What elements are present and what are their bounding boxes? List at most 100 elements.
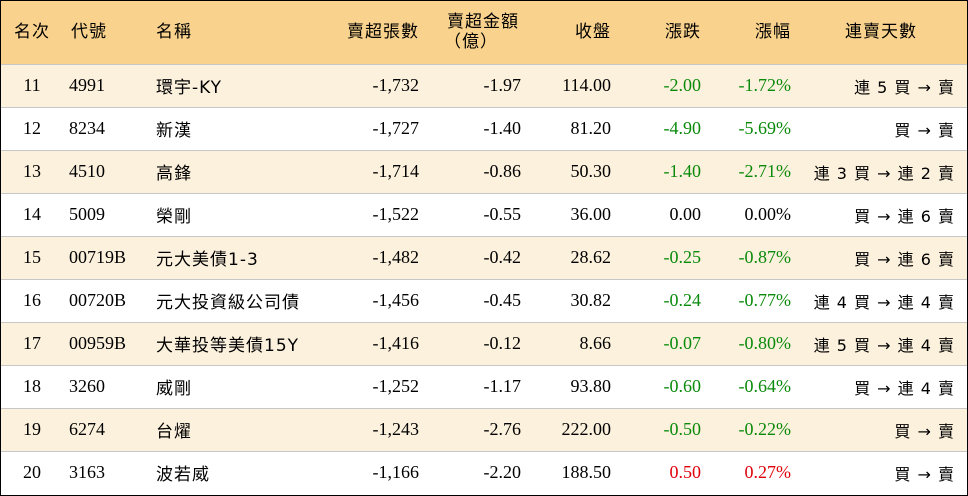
table-row[interactable]: 17 00959B 大華投等美債15Y -1,416 -0.12 8.66 -0… bbox=[1, 322, 967, 365]
cell-code[interactable]: 4991 bbox=[69, 75, 105, 95]
cell-net-sell-amount: -1.40 bbox=[483, 118, 522, 138]
cell-consecutive-days: 連 4 買 → 連 4 賣 bbox=[813, 292, 955, 312]
cell-code[interactable]: 8234 bbox=[69, 118, 105, 138]
cell-name[interactable]: 新漢 bbox=[156, 121, 192, 141]
cell-close: 222.00 bbox=[561, 419, 612, 439]
cell-close: 28.62 bbox=[570, 247, 612, 267]
cell-net-sell-volume: -1,482 bbox=[372, 247, 420, 267]
header-consecutive-days[interactable]: 連賣天數 bbox=[845, 22, 917, 43]
cell-consecutive-days: 連 3 買 → 連 2 賣 bbox=[813, 163, 955, 183]
cell-net-sell-volume: -1,727 bbox=[372, 118, 420, 138]
cell-net-sell-amount: -1.17 bbox=[483, 376, 522, 396]
cell-name[interactable]: 元大美債1-3 bbox=[156, 250, 259, 270]
cell-close: 8.66 bbox=[579, 333, 612, 353]
cell-code[interactable]: 00959B bbox=[69, 333, 127, 353]
cell-net-sell-volume: -1,166 bbox=[372, 462, 420, 483]
cell-rank: 11 bbox=[23, 75, 41, 95]
cell-close: 36.00 bbox=[570, 204, 612, 224]
cell-name[interactable]: 波若威 bbox=[156, 465, 210, 486]
cell-net-sell-amount: -0.12 bbox=[483, 333, 522, 353]
cell-change-pct: -5.69% bbox=[738, 118, 792, 138]
table-header-row: 名次 代號 名稱 賣超張數 賣超金額 （億） 收盤 漲跌 漲幅 連賣天數 bbox=[1, 1, 967, 64]
cell-close: 50.30 bbox=[570, 161, 612, 181]
cell-consecutive-days: 買 → 連 6 賣 bbox=[854, 249, 955, 269]
cell-consecutive-days: 買 → 賣 bbox=[894, 421, 955, 441]
cell-net-sell-amount: -0.55 bbox=[483, 204, 522, 224]
cell-change-pct: -0.87% bbox=[738, 247, 792, 267]
cell-name[interactable]: 威剛 bbox=[156, 379, 192, 399]
cell-net-sell-volume: -1,416 bbox=[372, 333, 420, 353]
cell-code[interactable]: 3163 bbox=[69, 462, 105, 483]
cell-net-sell-amount: -2.20 bbox=[483, 462, 522, 483]
header-rank[interactable]: 名次 bbox=[14, 22, 50, 43]
cell-rank: 17 bbox=[23, 333, 41, 353]
table-row[interactable]: 15 00719B 元大美債1-3 -1,482 -0.42 28.62 -0.… bbox=[1, 236, 967, 279]
cell-code[interactable]: 4510 bbox=[69, 161, 105, 181]
cell-code[interactable]: 00720B bbox=[69, 290, 127, 310]
cell-change-pct: -0.22% bbox=[738, 419, 792, 439]
table-row[interactable]: 20 3163 波若威 -1,166 -2.20 188.50 0.50 0.2… bbox=[1, 451, 967, 494]
cell-change-pct: -0.77% bbox=[738, 290, 792, 310]
cell-change-pct: -1.72% bbox=[738, 75, 792, 95]
cell-change: -1.40 bbox=[663, 161, 702, 181]
cell-net-sell-amount: -0.42 bbox=[483, 247, 522, 267]
cell-net-sell-volume: -1,243 bbox=[372, 419, 420, 439]
cell-net-sell-amount: -0.45 bbox=[483, 290, 522, 310]
cell-rank: 16 bbox=[23, 290, 41, 310]
cell-code[interactable]: 5009 bbox=[69, 204, 105, 224]
header-code[interactable]: 代號 bbox=[71, 22, 107, 43]
cell-change: -4.90 bbox=[663, 118, 702, 138]
cell-net-sell-volume: -1,732 bbox=[372, 75, 420, 95]
header-net-sell-amount-unit: （億） bbox=[444, 32, 498, 53]
cell-name[interactable]: 台燿 bbox=[156, 422, 192, 442]
header-close[interactable]: 收盤 bbox=[575, 22, 611, 43]
cell-net-sell-amount: -0.86 bbox=[483, 161, 522, 181]
cell-rank: 20 bbox=[23, 462, 41, 483]
header-net-sell-volume[interactable]: 賣超張數 bbox=[347, 22, 419, 43]
cell-rank: 15 bbox=[23, 247, 41, 267]
cell-close: 114.00 bbox=[562, 75, 611, 95]
cell-name[interactable]: 大華投等美債15Y bbox=[156, 336, 300, 356]
header-net-sell-amount-line1: 賣超金額 bbox=[447, 12, 519, 33]
header-change[interactable]: 漲跌 bbox=[665, 22, 701, 43]
cell-close: 188.50 bbox=[561, 462, 612, 483]
cell-net-sell-volume: -1,456 bbox=[372, 290, 420, 310]
cell-change-pct: -2.71% bbox=[738, 161, 792, 181]
cell-name[interactable]: 元大投資級公司債 bbox=[156, 293, 300, 313]
cell-change: -0.07 bbox=[663, 333, 702, 353]
table-row[interactable]: 13 4510 高鋒 -1,714 -0.86 50.30 -1.40 -2.7… bbox=[1, 150, 967, 193]
cell-net-sell-volume: -1,714 bbox=[372, 161, 420, 181]
cell-change: 0.00 bbox=[669, 204, 702, 224]
table-row[interactable]: 16 00720B 元大投資級公司債 -1,456 -0.45 30.82 -0… bbox=[1, 279, 967, 322]
cell-code[interactable]: 00719B bbox=[69, 247, 127, 267]
cell-net-sell-volume: -1,522 bbox=[372, 204, 420, 224]
cell-net-sell-amount: -1.97 bbox=[483, 75, 522, 95]
cell-code[interactable]: 3260 bbox=[69, 376, 105, 396]
cell-change-pct: 0.27% bbox=[744, 462, 792, 483]
cell-rank: 13 bbox=[23, 161, 41, 181]
cell-rank: 14 bbox=[23, 204, 41, 224]
table-row[interactable]: 11 4991 環宇-KY -1,732 -1.97 114.00 -2.00 … bbox=[1, 64, 967, 107]
cell-change: 0.50 bbox=[669, 462, 702, 483]
cell-change: -0.50 bbox=[663, 419, 702, 439]
table-row[interactable]: 12 8234 新漢 -1,727 -1.40 81.20 -4.90 -5.6… bbox=[1, 107, 967, 150]
cell-name[interactable]: 環宇-KY bbox=[156, 78, 223, 98]
table-row[interactable]: 18 3260 威剛 -1,252 -1.17 93.80 -0.60 -0.6… bbox=[1, 365, 967, 408]
cell-consecutive-days: 買 → 連 4 賣 bbox=[854, 378, 955, 398]
cell-name[interactable]: 榮剛 bbox=[156, 207, 192, 227]
cell-change: -0.24 bbox=[663, 290, 702, 310]
table-row[interactable]: 19 6274 台燿 -1,243 -2.76 222.00 -0.50 -0.… bbox=[1, 408, 967, 451]
cell-name[interactable]: 高鋒 bbox=[156, 164, 192, 184]
cell-close: 30.82 bbox=[570, 290, 612, 310]
table-row[interactable]: 14 5009 榮剛 -1,522 -0.55 36.00 0.00 0.00%… bbox=[1, 193, 967, 236]
cell-net-sell-volume: -1,252 bbox=[372, 376, 420, 396]
cell-consecutive-days: 買 → 賣 bbox=[894, 120, 955, 140]
cell-consecutive-days: 連 5 買 → 連 4 賣 bbox=[813, 335, 955, 355]
header-name[interactable]: 名稱 bbox=[156, 22, 192, 43]
header-change-pct[interactable]: 漲幅 bbox=[755, 22, 791, 43]
header-net-sell-amount[interactable]: 賣超金額 （億） bbox=[423, 1, 525, 64]
cell-code[interactable]: 6274 bbox=[69, 419, 105, 439]
cell-change: -0.25 bbox=[663, 247, 702, 267]
